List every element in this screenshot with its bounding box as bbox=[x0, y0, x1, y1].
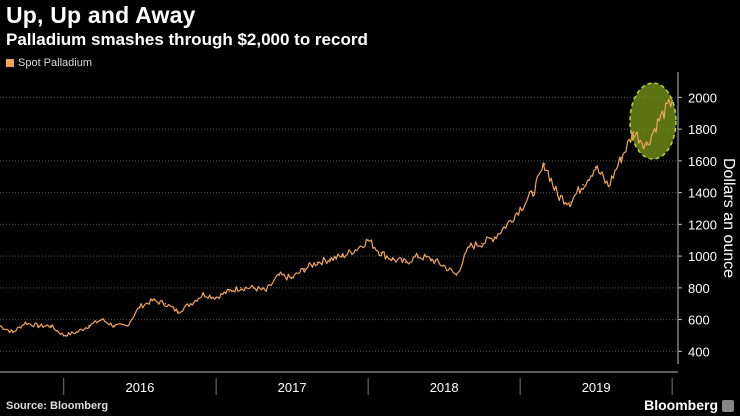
data-point bbox=[519, 207, 521, 210]
data-point bbox=[481, 242, 483, 245]
data-point bbox=[455, 274, 458, 276]
brand-icon bbox=[722, 400, 734, 412]
data-point bbox=[126, 325, 128, 327]
data-point bbox=[594, 166, 597, 169]
y-tick-label: 600 bbox=[688, 313, 710, 328]
data-point bbox=[556, 194, 559, 197]
data-point bbox=[37, 325, 40, 327]
data-point bbox=[62, 334, 65, 337]
data-point bbox=[50, 325, 52, 327]
data-point bbox=[0, 325, 1, 327]
y-tick-label: 1400 bbox=[688, 186, 717, 201]
data-point bbox=[658, 118, 661, 121]
data-point bbox=[391, 258, 394, 261]
legend-swatch bbox=[6, 59, 14, 67]
data-point bbox=[87, 325, 90, 327]
data-point bbox=[417, 255, 419, 257]
data-point bbox=[442, 264, 445, 267]
data-point bbox=[468, 245, 471, 248]
brand-logo: Bloomberg bbox=[644, 397, 718, 413]
data-point bbox=[151, 299, 154, 302]
data-point bbox=[252, 287, 255, 289]
data-point bbox=[380, 252, 382, 254]
data-point bbox=[189, 302, 192, 305]
data-point bbox=[12, 331, 14, 334]
legend-label: Spot Palladium bbox=[18, 57, 92, 69]
data-point bbox=[177, 310, 179, 313]
y-tick-label: 1000 bbox=[688, 249, 717, 264]
data-point bbox=[582, 183, 584, 186]
data-point bbox=[215, 296, 217, 299]
data-point bbox=[341, 255, 344, 257]
y-tick-label: 400 bbox=[688, 344, 710, 359]
data-point bbox=[164, 302, 167, 305]
x-tick-label: 2016 bbox=[125, 380, 154, 395]
x-tick-label: 2019 bbox=[582, 380, 611, 395]
chart-subtitle: Palladium smashes through $2,000 to reco… bbox=[6, 30, 368, 49]
data-point bbox=[493, 236, 496, 238]
data-point bbox=[100, 318, 103, 321]
data-point bbox=[532, 191, 534, 194]
y-tick-label: 800 bbox=[688, 281, 710, 296]
chart-title: Up, Up and Away bbox=[6, 2, 196, 28]
data-point bbox=[645, 144, 648, 146]
data-point bbox=[138, 306, 141, 308]
highlight-ellipse bbox=[629, 82, 677, 160]
data-point bbox=[239, 287, 242, 289]
x-tick-label: 2018 bbox=[430, 380, 459, 395]
series-line-spot-palladium bbox=[0, 98, 673, 337]
data-point bbox=[278, 274, 280, 276]
data-point bbox=[671, 99, 673, 102]
data-point bbox=[202, 293, 205, 295]
y-tick-label: 2000 bbox=[688, 90, 717, 105]
data-point bbox=[354, 248, 357, 251]
data-point bbox=[24, 321, 27, 324]
x-tick-label: 2017 bbox=[278, 380, 307, 395]
data-point bbox=[633, 131, 635, 134]
data-point bbox=[543, 163, 546, 165]
data-point bbox=[329, 258, 331, 261]
data-point bbox=[265, 290, 267, 292]
y-axis-label: Dollars an ounce bbox=[720, 158, 737, 278]
legend: Spot Palladium bbox=[6, 57, 92, 69]
data-point bbox=[607, 185, 610, 188]
y-tick-label: 1800 bbox=[688, 122, 717, 137]
data-point bbox=[316, 261, 319, 264]
data-point bbox=[303, 267, 306, 270]
data-point bbox=[620, 156, 623, 159]
data-point bbox=[290, 277, 293, 280]
data-point bbox=[113, 325, 115, 327]
data-point bbox=[404, 261, 407, 264]
data-point bbox=[228, 290, 230, 292]
data-point bbox=[430, 258, 432, 261]
data-point bbox=[75, 331, 78, 334]
data-point bbox=[506, 223, 509, 226]
y-tick-label: 1600 bbox=[688, 154, 717, 169]
data-point bbox=[367, 239, 369, 242]
source-note: Source: Bloomberg bbox=[6, 400, 109, 412]
data-point bbox=[569, 201, 571, 203]
y-tick-label: 1200 bbox=[688, 217, 717, 232]
